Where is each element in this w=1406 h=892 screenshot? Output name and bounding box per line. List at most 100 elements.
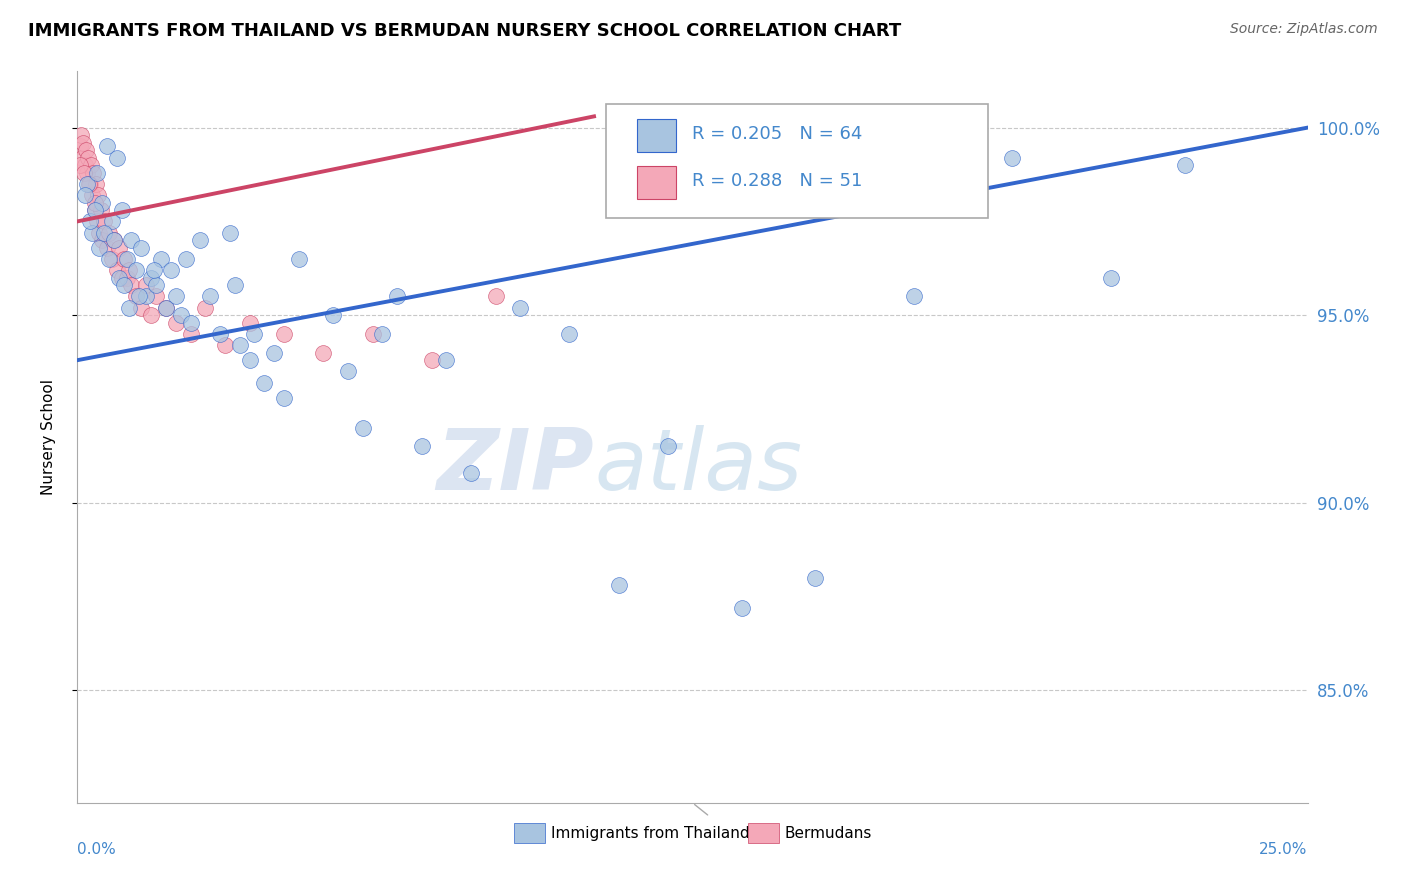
Point [82, 166, 104, 180]
Point [69, 158, 91, 172]
Point [371, 326, 394, 341]
Point [337, 364, 360, 378]
Point [77, 177, 100, 191]
Point [411, 440, 433, 454]
Point [87, 188, 110, 202]
Point [76, 166, 98, 180]
Point [1001, 151, 1024, 165]
Point [96, 241, 118, 255]
Point [75, 143, 97, 157]
Point [90, 203, 112, 218]
Point [731, 600, 754, 615]
FancyBboxPatch shape [606, 104, 988, 218]
Point [150, 252, 173, 266]
Point [105, 151, 128, 165]
Point [361, 326, 384, 341]
Point [93, 214, 115, 228]
Text: 25.0%: 25.0% [1260, 842, 1308, 856]
Point [89, 241, 111, 255]
Y-axis label: Nursery School: Nursery School [42, 379, 56, 495]
Point [509, 301, 531, 315]
Text: R = 0.205   N = 64: R = 0.205 N = 64 [693, 125, 863, 143]
Point [804, 571, 827, 585]
Point [180, 326, 202, 341]
Point [118, 263, 141, 277]
Point [385, 289, 409, 303]
Point [1174, 158, 1197, 172]
Point [657, 440, 679, 454]
Point [200, 289, 222, 303]
Point [118, 301, 141, 315]
Text: Bermudans: Bermudans [785, 826, 872, 841]
Point [98, 252, 121, 266]
Point [145, 289, 167, 303]
Point [73, 166, 96, 180]
Text: Source: ZipAtlas.com: Source: ZipAtlas.com [1230, 22, 1378, 37]
Point [155, 301, 177, 315]
Point [253, 376, 276, 390]
Point [73, 188, 96, 202]
Point [352, 420, 374, 434]
Point [98, 226, 121, 240]
Point [1099, 270, 1122, 285]
Point [125, 263, 148, 277]
Point [558, 326, 581, 341]
Point [86, 166, 108, 180]
Point [228, 338, 252, 352]
Point [180, 316, 202, 330]
Point [243, 326, 266, 341]
Text: R = 0.288   N = 51: R = 0.288 N = 51 [693, 172, 863, 190]
Point [165, 289, 187, 303]
Point [219, 226, 242, 240]
Point [420, 353, 443, 368]
Point [142, 263, 165, 277]
Point [263, 345, 285, 359]
Point [188, 233, 212, 247]
Point [70, 128, 93, 142]
Point [96, 139, 118, 153]
Point [129, 301, 153, 315]
Point [115, 252, 138, 266]
Point [273, 391, 295, 405]
Point [84, 195, 107, 210]
Point [80, 158, 103, 172]
Point [108, 270, 131, 285]
Point [125, 289, 148, 303]
Bar [748, 822, 779, 843]
Point [129, 241, 153, 255]
Point [135, 278, 157, 293]
Point [273, 326, 295, 341]
Point [111, 270, 132, 285]
Point [155, 301, 177, 315]
Point [174, 252, 197, 266]
Point [115, 270, 138, 285]
Bar [637, 119, 676, 152]
Point [135, 289, 157, 303]
Point [79, 214, 101, 228]
Point [93, 226, 115, 240]
Point [73, 158, 96, 172]
Bar [515, 822, 546, 843]
Point [108, 241, 131, 255]
Point [224, 278, 246, 293]
Point [141, 308, 163, 322]
Point [903, 289, 925, 303]
Point [112, 278, 135, 293]
Point [69, 139, 91, 153]
Bar [637, 167, 676, 200]
Point [101, 252, 124, 266]
Point [194, 301, 217, 315]
Point [436, 353, 458, 368]
Point [82, 226, 104, 240]
Point [141, 270, 163, 285]
Point [86, 214, 108, 228]
Point [89, 226, 111, 240]
Point [105, 263, 128, 277]
Point [288, 252, 311, 266]
Point [83, 203, 105, 218]
Point [239, 353, 262, 368]
Point [83, 203, 105, 218]
Point [209, 326, 232, 341]
Point [76, 177, 98, 191]
Point [111, 203, 132, 218]
